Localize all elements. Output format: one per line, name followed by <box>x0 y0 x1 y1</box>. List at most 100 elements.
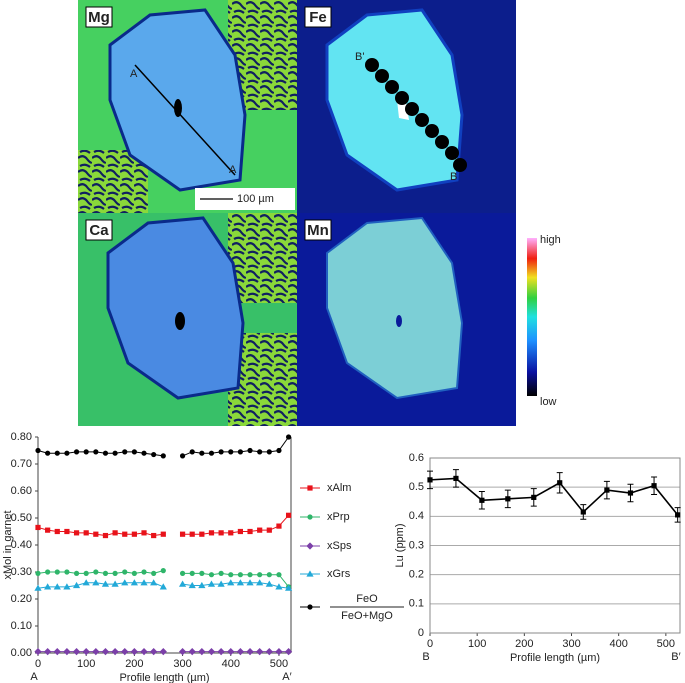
marker <box>54 528 60 535</box>
marker <box>112 530 118 536</box>
x-axis-title: Profile length (µm) <box>119 672 209 683</box>
x-tick-label: 400 <box>609 638 627 650</box>
marker <box>63 648 71 656</box>
map-ca <box>78 213 297 426</box>
marker <box>130 648 138 656</box>
marker <box>151 451 157 458</box>
marker <box>284 648 293 656</box>
marker <box>45 450 51 456</box>
scale-box <box>195 188 295 210</box>
legend-marker <box>306 542 314 550</box>
marker <box>266 527 272 533</box>
marker <box>121 648 129 656</box>
x-tick-label: 400 <box>222 658 240 670</box>
marker <box>82 579 90 586</box>
marker <box>179 570 186 576</box>
marker <box>102 570 109 576</box>
marker <box>227 648 235 656</box>
marker <box>35 447 41 454</box>
marker <box>257 449 263 455</box>
marker <box>265 580 273 587</box>
marker <box>218 570 224 576</box>
marker <box>178 648 187 656</box>
marker <box>531 494 537 500</box>
marker <box>199 570 205 576</box>
y-tick-label: 0.6 <box>409 452 424 464</box>
legend-marker <box>307 514 313 520</box>
marker <box>257 527 263 533</box>
marker <box>122 569 128 575</box>
y-tick-label: 0.10 <box>11 620 32 632</box>
marker <box>131 531 137 537</box>
marker <box>83 449 89 455</box>
marker <box>141 530 147 536</box>
marker <box>122 531 128 537</box>
marker <box>256 648 264 656</box>
x-end-label: B <box>422 651 429 663</box>
marker <box>227 579 235 586</box>
marker <box>72 581 81 589</box>
marker <box>189 531 195 537</box>
marker <box>236 648 244 656</box>
legend-label: xPrp <box>327 511 350 523</box>
marker <box>83 570 89 576</box>
marker <box>207 580 216 587</box>
marker <box>580 509 586 515</box>
marker <box>557 480 563 486</box>
marker <box>53 583 61 590</box>
marker <box>151 570 157 576</box>
marker <box>159 583 167 590</box>
map-mg <box>78 0 297 213</box>
marker <box>121 579 129 586</box>
y-tick-label: 0.5 <box>409 481 424 493</box>
series-line <box>429 477 679 516</box>
marker <box>427 477 433 483</box>
y-tick-label: 0.4 <box>409 510 424 522</box>
marker <box>237 572 243 578</box>
colorbar <box>527 238 537 396</box>
marker <box>266 449 272 455</box>
marker <box>228 572 234 578</box>
marker <box>83 530 89 536</box>
y-tick-label: 0.70 <box>11 458 32 470</box>
marker <box>93 569 99 575</box>
marker <box>45 569 51 575</box>
y-tick-label: 0.80 <box>11 431 32 443</box>
marker <box>111 648 119 656</box>
marker <box>93 449 99 455</box>
marker <box>178 580 187 587</box>
marker <box>265 648 273 656</box>
y-tick-label: 0.50 <box>11 512 32 524</box>
marker <box>247 447 253 454</box>
marker <box>236 579 244 586</box>
marker <box>179 453 186 459</box>
y-tick-label: 0.00 <box>11 647 32 659</box>
marker <box>92 579 100 586</box>
marker <box>218 530 224 536</box>
marker <box>160 453 166 459</box>
marker <box>35 524 41 531</box>
marker <box>64 528 70 535</box>
marker <box>276 523 282 529</box>
marker <box>151 532 157 539</box>
marker <box>285 434 292 440</box>
marker <box>266 572 272 578</box>
x-tick-label: 200 <box>515 638 533 650</box>
x-tick-label: 100 <box>77 658 95 670</box>
marker <box>102 532 109 539</box>
legend-label: xSps <box>327 540 352 552</box>
y-tick-label: 0.30 <box>11 566 32 578</box>
label-box <box>85 219 113 241</box>
marker <box>64 450 70 456</box>
marker <box>505 496 511 502</box>
marker <box>604 487 610 493</box>
marker <box>189 449 195 455</box>
marker <box>141 450 147 456</box>
marker <box>73 449 80 455</box>
marker <box>63 583 71 590</box>
marker <box>102 450 109 456</box>
marker <box>276 447 282 454</box>
x-tick-label: 500 <box>270 658 288 670</box>
marker <box>73 530 80 536</box>
